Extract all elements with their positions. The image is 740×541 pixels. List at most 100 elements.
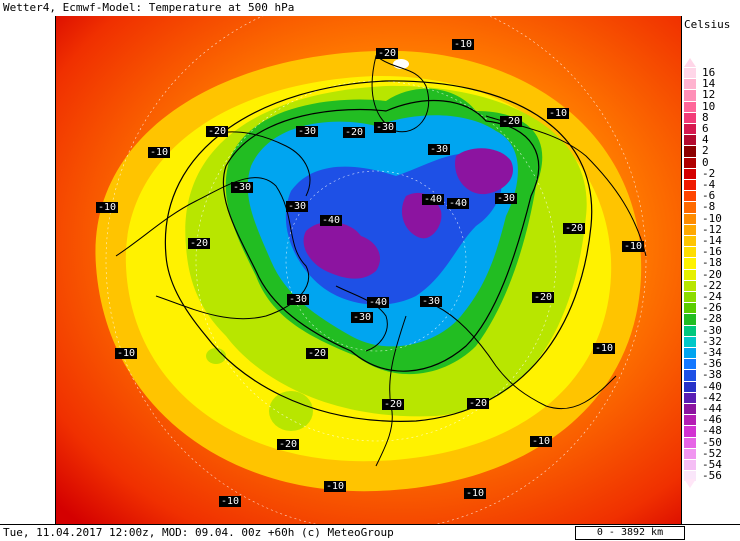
isotherm-label: -10 <box>547 108 570 119</box>
legend-label: -20 <box>702 267 722 281</box>
legend-label: -10 <box>702 211 722 225</box>
footer-text: Tue, 11.04.2017 12:00z, MOD: 09.04. 00z … <box>3 526 394 539</box>
isotherm-label: -10 <box>324 481 347 492</box>
isotherm-label: -20 <box>382 399 405 410</box>
legend-label: -42 <box>702 390 722 404</box>
legend-swatch <box>684 79 696 91</box>
legend-label: 6 <box>702 122 709 135</box>
isotherm-label: -30 <box>428 144 451 155</box>
legend-label: -16 <box>702 245 722 259</box>
isotherm-label: -20 <box>306 348 329 359</box>
isotherm-label: -10 <box>622 241 645 252</box>
legend-swatch <box>684 314 696 326</box>
cold-core-east <box>455 148 514 195</box>
legend-swatch <box>684 213 696 225</box>
pocket-atlantic <box>269 391 313 431</box>
legend-swatch <box>684 415 696 427</box>
isotherm-label: -10 <box>452 39 475 50</box>
legend-swatch <box>684 269 696 281</box>
legend-label: -34 <box>702 346 722 359</box>
isotherm-label: -20 <box>343 127 366 138</box>
map-canvas <box>56 16 681 524</box>
legend-label: 2 <box>702 144 709 158</box>
legend-swatch <box>684 90 696 102</box>
legend-swatch <box>684 112 696 124</box>
isotherm-label: -10 <box>530 436 553 447</box>
isotherm-label: -40 <box>367 297 390 308</box>
legend-swatch <box>684 224 696 236</box>
cold-core-west <box>303 221 381 279</box>
legend-label: -48 <box>702 424 722 438</box>
legend-label: -6 <box>702 189 716 203</box>
legend-swatch <box>684 180 696 192</box>
legend-swatch <box>684 146 696 158</box>
legend-label: -24 <box>702 290 722 303</box>
legend-label: -30 <box>702 323 722 337</box>
isotherm-label: -20 <box>376 48 399 59</box>
legend-label: -28 <box>702 312 722 326</box>
legend-label: 12 <box>702 88 716 102</box>
isotherm-label: -20 <box>188 238 211 249</box>
isotherm-label: -20 <box>277 439 300 450</box>
legend-label: -12 <box>702 222 722 236</box>
legend-swatch <box>684 101 696 113</box>
legend-swatch <box>684 168 696 180</box>
legend-label: 0 <box>702 155 709 169</box>
legend-label: -56 <box>702 469 722 483</box>
legend-swatch <box>684 157 696 169</box>
legend-swatch <box>684 202 696 214</box>
legend-label: -50 <box>702 435 722 449</box>
isotherm-label: -10 <box>219 496 242 507</box>
isotherm-label: -20 <box>500 116 523 127</box>
isotherm-label: -30 <box>287 294 310 305</box>
temperature-map[interactable]: -20 -10 -20 -30 -20 -30 -20 -10 -10 -30 -30 -40 -40-… <box>55 16 682 524</box>
isotherm-label: -30 <box>420 296 443 307</box>
footer-bar: Tue, 11.04.2017 12:00z, MOD: 09.04. 00z … <box>0 524 740 541</box>
legend-swatch <box>684 359 696 371</box>
legend-label: -4 <box>702 178 716 191</box>
map-title: Wetter4, Ecmwf-Model: Temperature at 500… <box>0 0 740 16</box>
legend-swatch <box>684 392 696 404</box>
legend-swatch <box>684 460 696 472</box>
latitude-circle <box>105 16 647 524</box>
legend-arrow-down-icon <box>684 479 696 488</box>
latitude-circle <box>285 170 467 352</box>
isotherm-label: -40 <box>422 194 445 205</box>
legend-swatch <box>684 404 696 416</box>
legend-swatch <box>684 247 696 259</box>
legend-swatch <box>684 325 696 337</box>
legend-swatch <box>684 448 696 460</box>
legend-swatch <box>684 135 696 147</box>
isotherm-label: -10 <box>96 202 119 213</box>
legend-swatch <box>684 303 696 315</box>
legend-swatch <box>684 437 696 449</box>
legend-label: 10 <box>702 99 716 113</box>
pocket-pacific <box>206 348 226 364</box>
isotherm-label: -40 <box>447 198 470 209</box>
isotherm-label: -30 <box>286 201 309 212</box>
isotherm-label: -10 <box>115 348 138 359</box>
legend-swatch <box>684 258 696 270</box>
latitude-circle <box>195 80 557 442</box>
legend-label: -52 <box>702 446 722 460</box>
legend-label: 14 <box>702 77 716 91</box>
isotherm-label: -30 <box>495 193 518 204</box>
isotherm-label: -30 <box>374 122 397 133</box>
legend-swatch <box>684 124 696 136</box>
legend-label: 8 <box>702 110 709 124</box>
isotherm-label: -30 <box>296 126 319 137</box>
legend-swatch <box>684 292 696 304</box>
legend-swatch <box>684 68 696 80</box>
legend-label: -38 <box>702 368 722 382</box>
legend-label: -14 <box>702 234 722 247</box>
isotherm-label: -10 <box>148 147 171 158</box>
legend-swatch <box>684 280 696 292</box>
legend-label: -54 <box>702 458 722 471</box>
legend-label: -18 <box>702 256 722 270</box>
legend-label: -8 <box>702 200 716 214</box>
isotherm-label: -20 <box>532 292 555 303</box>
legend-label: -26 <box>702 301 722 315</box>
legend-swatch <box>684 191 696 203</box>
legend-unit: Celsius <box>684 18 731 31</box>
legend-arrow-up-icon <box>684 58 696 67</box>
